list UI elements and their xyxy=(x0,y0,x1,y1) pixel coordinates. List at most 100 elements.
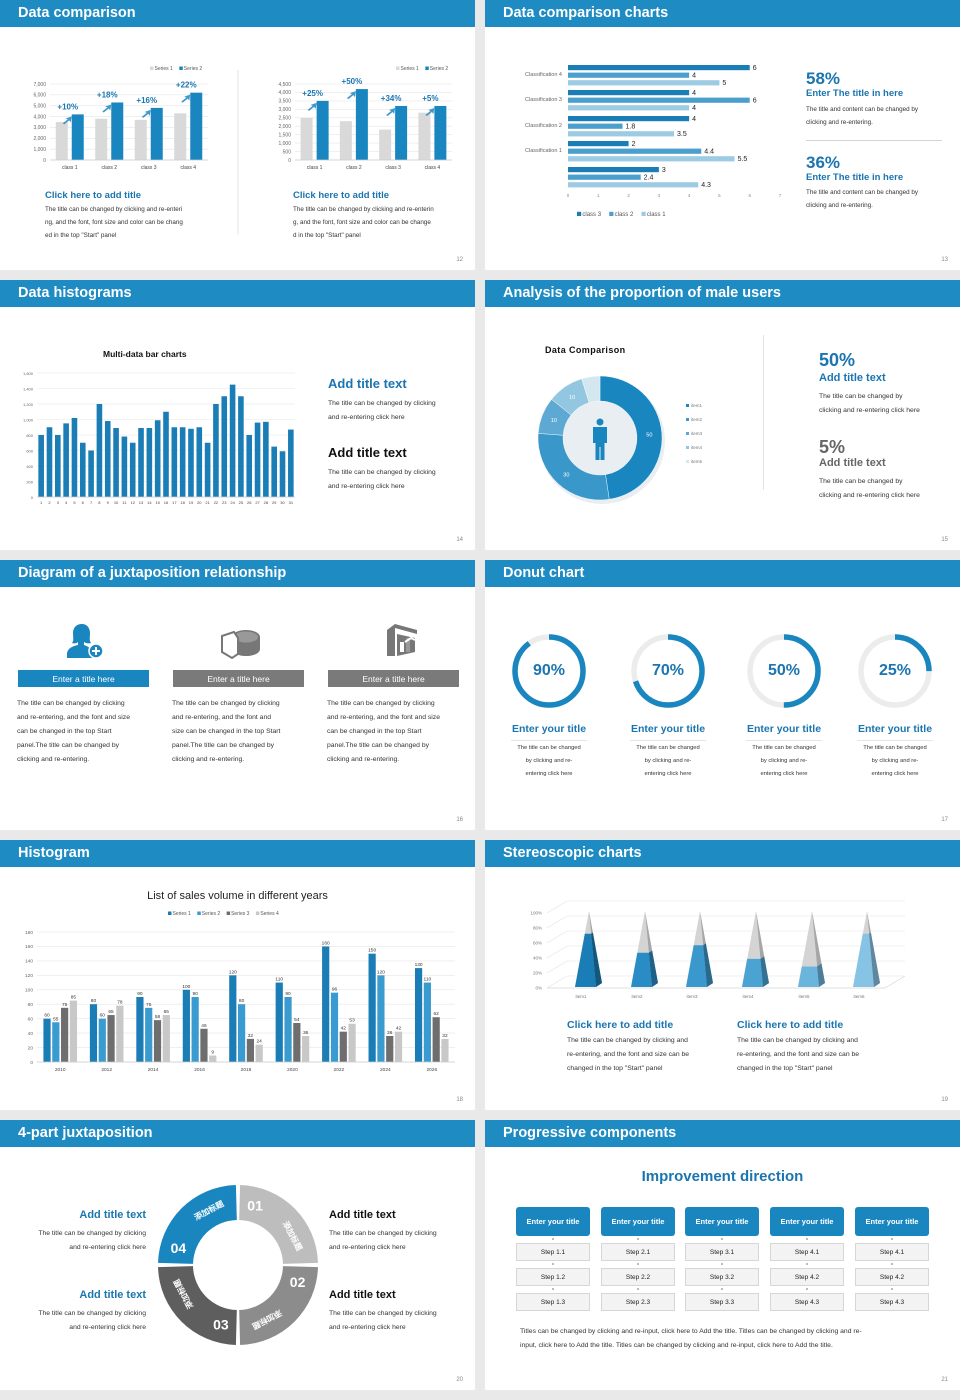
legend-swatch xyxy=(425,66,429,70)
data-label: 60 xyxy=(44,1013,50,1019)
column-line: clicking and re-entering. xyxy=(327,756,400,763)
connector-dot xyxy=(891,1288,893,1290)
bar xyxy=(568,148,702,154)
step-box[interactable]: Step 1.3 xyxy=(516,1293,590,1311)
x-tick-label: item5 xyxy=(798,994,810,999)
data-label: 80 xyxy=(91,998,97,1004)
caption-line: d in the top "Start" panel xyxy=(293,232,361,239)
step-column-header[interactable]: Enter your title xyxy=(685,1207,759,1236)
step-box[interactable]: Step 3.1 xyxy=(685,1243,759,1261)
x-tick-label: 4 xyxy=(65,500,68,505)
step-box[interactable]: Step 1.1 xyxy=(516,1243,590,1261)
bar xyxy=(182,989,190,1062)
legend-label: Series 3 xyxy=(231,911,250,917)
data-label: 85 xyxy=(71,995,77,1001)
bar xyxy=(190,92,203,160)
title-button[interactable]: Enter a title here xyxy=(328,670,459,687)
title-button[interactable]: Enter a title here xyxy=(18,670,149,687)
stat-heading[interactable]: Enter The title in here xyxy=(806,88,904,99)
gridline xyxy=(546,945,905,959)
block-heading[interactable]: Add title text xyxy=(79,1209,146,1221)
column-line: The title can be changed by clicking xyxy=(327,700,435,707)
step-column-header[interactable]: Enter your title xyxy=(855,1207,929,1236)
step-box[interactable]: Step 4.3 xyxy=(770,1293,844,1311)
bar xyxy=(52,1022,60,1062)
data-label: 90 xyxy=(285,991,291,997)
bar xyxy=(129,442,136,497)
bar xyxy=(568,72,690,78)
stat-heading[interactable]: Enter The title in here xyxy=(806,172,904,183)
y-tick-label: 600 xyxy=(26,448,33,453)
page-number: 13 xyxy=(941,257,948,263)
data-label: 120 xyxy=(229,969,237,975)
caption-line: changed in the top "Start" panel xyxy=(567,1065,663,1072)
block-heading[interactable]: Add title text xyxy=(328,376,407,391)
caption-title[interactable]: Click here to add title xyxy=(737,1019,844,1031)
slide-title: 4-part juxtaposition xyxy=(18,1125,153,1141)
bar xyxy=(568,182,699,188)
slide-12: Data comparison 0 1,000 2,000 3,000 4,000 5,0… xyxy=(0,0,475,270)
step-box[interactable]: Step 4.2 xyxy=(855,1268,929,1286)
step-box[interactable]: Step 4.2 xyxy=(770,1268,844,1286)
step-column-header[interactable]: Enter your title xyxy=(601,1207,675,1236)
bar xyxy=(71,417,78,497)
y-tick-label: 100 xyxy=(25,988,33,994)
step-box[interactable]: Step 1.2 xyxy=(516,1268,590,1286)
step-column-header[interactable]: Enter your title xyxy=(516,1207,590,1236)
block-line: The title can be changed by clicking xyxy=(328,469,436,476)
y-tick-label: 500 xyxy=(283,149,292,155)
data-label: 2 xyxy=(632,141,636,148)
ring-heading[interactable]: Enter your title xyxy=(511,723,587,735)
slice-label: 10 xyxy=(569,395,575,401)
caption-title[interactable]: Click here to add title xyxy=(293,190,390,201)
x-tick-label: 3 xyxy=(658,193,661,198)
data-label: 4 xyxy=(692,73,696,80)
step-box[interactable]: Step 3.3 xyxy=(685,1293,759,1311)
slide-16: Diagram of a juxtaposition relationship … xyxy=(0,560,475,830)
bar xyxy=(418,112,431,160)
ring-progress xyxy=(747,634,821,708)
block-line: and re-entering click here xyxy=(329,1244,406,1251)
y-tick-label: 20% xyxy=(533,971,542,976)
step-box[interactable]: Step 2.2 xyxy=(601,1268,675,1286)
ring-heading[interactable]: Enter your title xyxy=(857,723,933,735)
slide-title: Histogram xyxy=(18,845,90,861)
caption-title[interactable]: Click here to add title xyxy=(45,190,142,201)
data-label: 4.3 xyxy=(701,182,711,189)
step-box[interactable]: Step 4.1 xyxy=(770,1243,844,1261)
y-tick-label: 160 xyxy=(25,944,33,950)
block-heading[interactable]: Add title text xyxy=(329,1209,396,1221)
block-line: and re-entering click here xyxy=(69,1324,146,1331)
chart-sales-volume: 0204060801001201401601806055758520108060… xyxy=(25,911,455,1073)
block-heading[interactable]: Add title text xyxy=(79,1289,146,1301)
stat-heading[interactable]: Add title text xyxy=(819,372,886,384)
step-column-header[interactable]: Enter your title xyxy=(770,1207,844,1236)
step-box[interactable]: Step 4.1 xyxy=(855,1243,929,1261)
caption-title[interactable]: Click here to add title xyxy=(567,1019,674,1031)
bar xyxy=(229,384,236,497)
stat-heading[interactable]: Add title text xyxy=(819,457,886,469)
title-button[interactable]: Enter a title here xyxy=(173,670,304,687)
bar xyxy=(414,968,423,1062)
step-box[interactable]: Step 2.1 xyxy=(601,1243,675,1261)
connector-dot xyxy=(806,1238,808,1240)
step-box[interactable]: Step 3.2 xyxy=(685,1268,759,1286)
bar xyxy=(69,1000,78,1062)
slide-header: Data comparison xyxy=(0,0,475,27)
data-label: 58 xyxy=(155,1014,161,1020)
block-line: and re-entering click here xyxy=(329,1324,406,1331)
chart-data-comparison: 0 1,000 2,000 3,000 4,000 5,000 6,000 7,000 clas… xyxy=(33,66,452,235)
x-tick-label: 6 xyxy=(748,193,751,198)
block-heading[interactable]: Add title text xyxy=(329,1289,396,1301)
data-label: 1.8 xyxy=(626,124,636,131)
step-box[interactable]: Step 2.3 xyxy=(601,1293,675,1311)
floor xyxy=(547,975,906,989)
pyramid-fill-front xyxy=(798,966,819,987)
growth-annotation: +5% xyxy=(422,94,438,103)
ring-heading[interactable]: Enter your title xyxy=(630,723,706,735)
step-box[interactable]: Step 4.3 xyxy=(855,1293,929,1311)
x-tick-label: item4 xyxy=(742,994,754,999)
bar xyxy=(179,427,186,497)
block-heading[interactable]: Add title text xyxy=(328,445,407,460)
ring-heading[interactable]: Enter your title xyxy=(746,723,822,735)
